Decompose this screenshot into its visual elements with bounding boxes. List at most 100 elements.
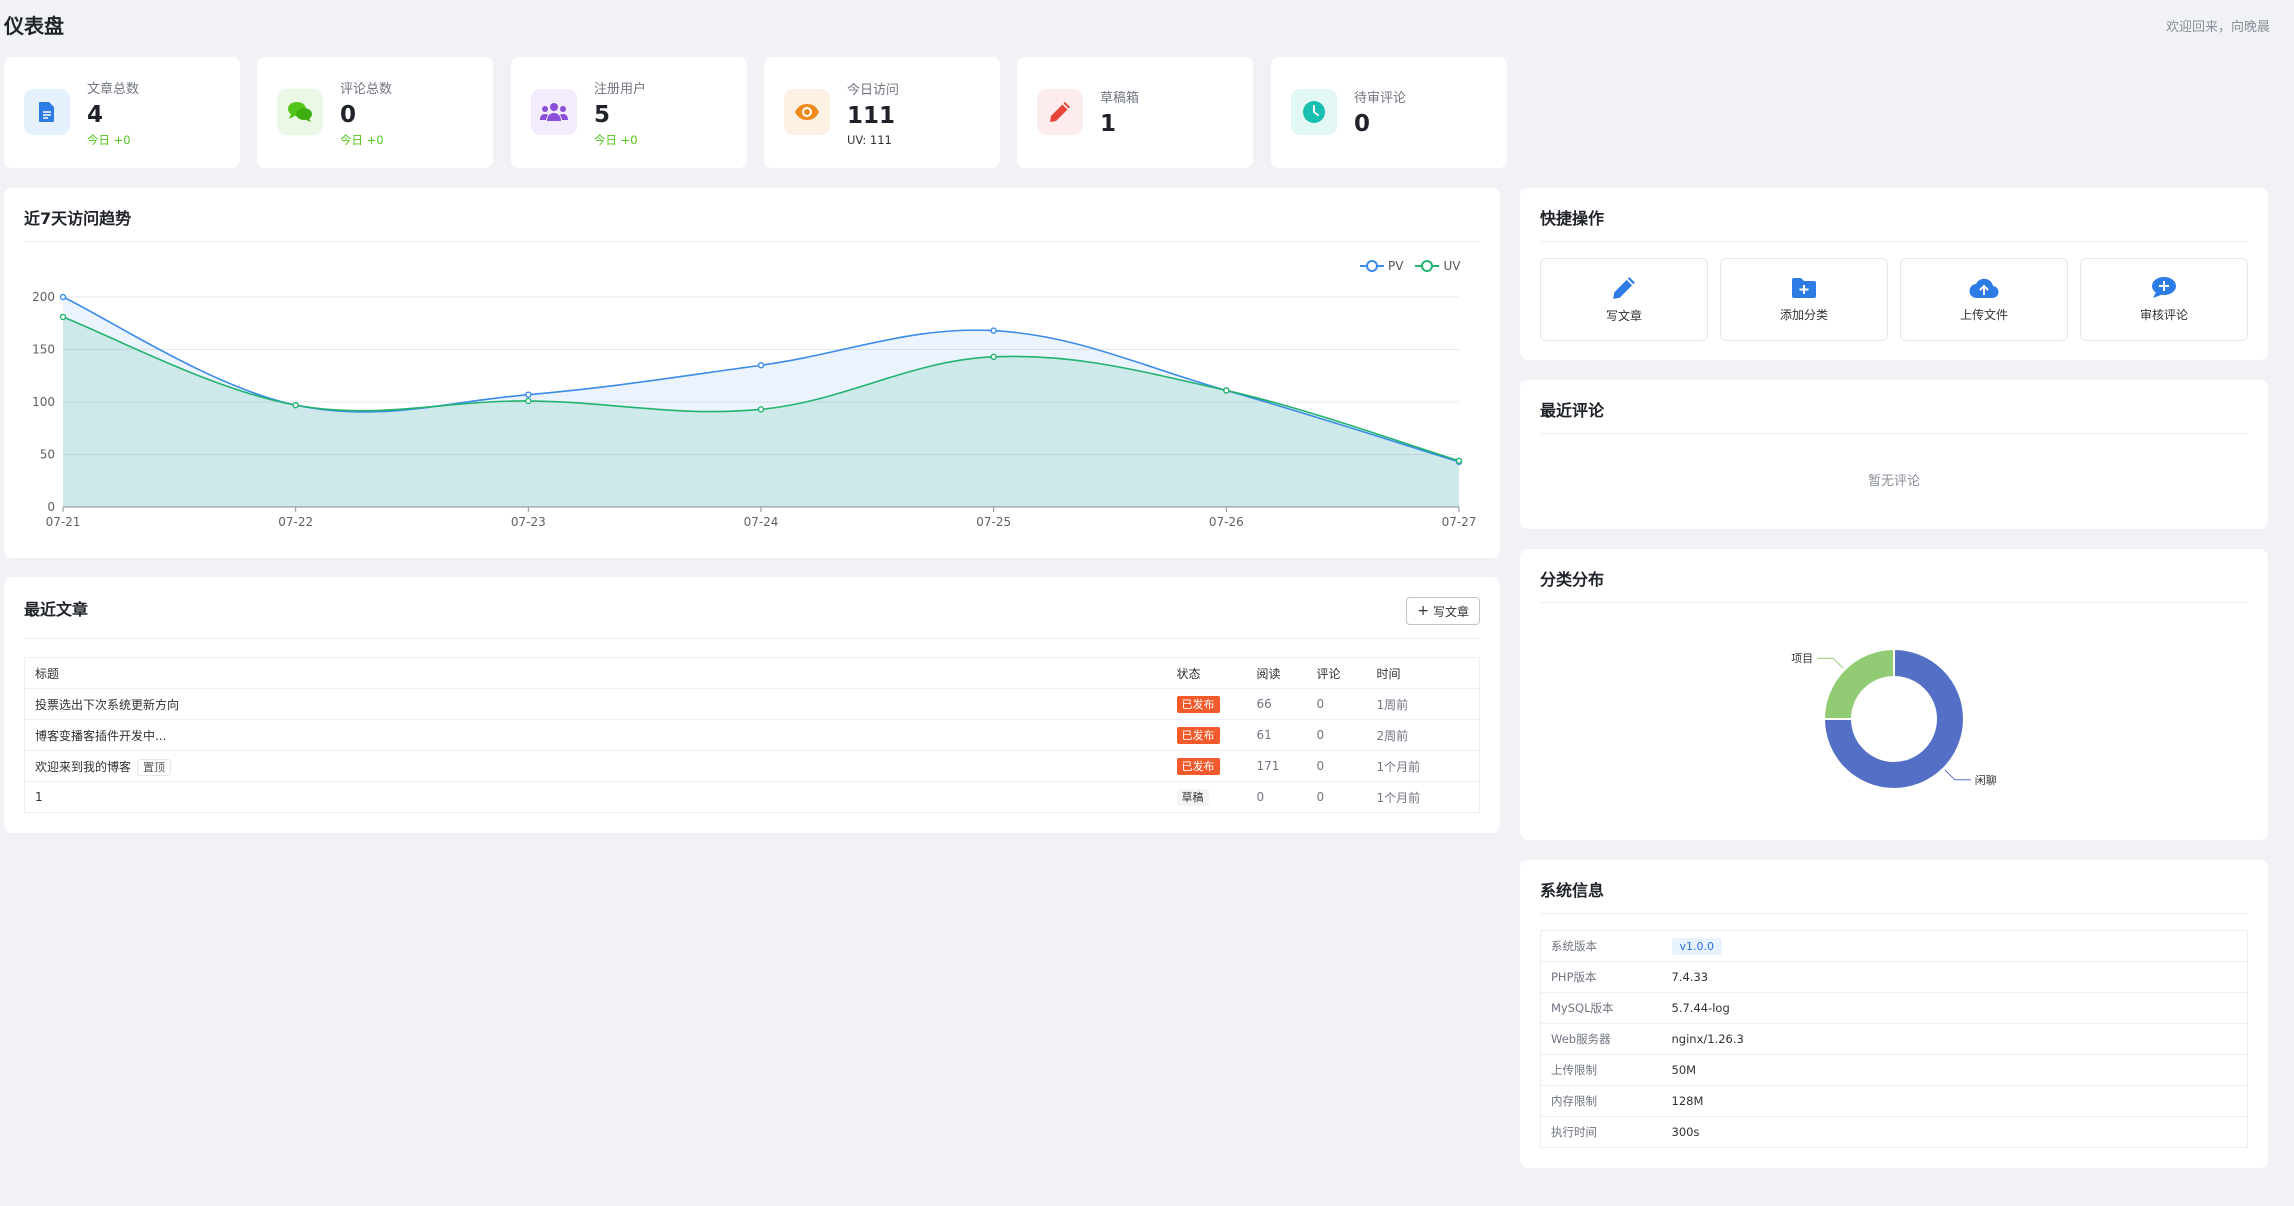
sys-row: 上传限制 50M [1540,1054,2248,1086]
data-point-pv[interactable] [990,327,997,334]
sys-row: 系统版本 v1.0.0 [1540,930,2248,962]
clock-icon [1291,89,1337,135]
write-article-button[interactable]: + 写文章 [1406,597,1480,625]
y-tick-label: 150 [32,343,55,357]
stat-sub: 今日 +0 [340,132,384,147]
x-tick-label: 07-26 [1209,515,1244,529]
series-area-pv [63,297,1459,507]
stat-card-pending-comments[interactable]: 待审评论 0 [1271,57,1507,168]
quick-write-article-button[interactable]: 写文章 [1540,258,1708,341]
quick-add-category-label: 添加分类 [1779,308,1828,322]
status-badge: 已发布 [1176,696,1220,713]
article-time: 1个月前 [1366,781,1480,813]
legend-uv-symbol [1415,259,1440,273]
table-row[interactable]: 博客变播客插件开发中... 已发布 61 0 2周前 [24,719,1480,751]
data-point-uv[interactable] [525,397,532,405]
stat-card-users[interactable]: 注册用户 5 今日 +0 [511,57,747,168]
article-status: 已发布 [1166,750,1247,782]
quick-actions-card: 快捷操作 写文章 添加分类 上传文件 审核评论 [1520,188,2268,360]
table-row[interactable]: 投票选出下次系统更新方向 已发布 66 0 1周前 [24,688,1480,720]
data-point-uv[interactable] [1223,387,1230,394]
article-title[interactable]: 博客变播客插件开发中... [24,719,1167,751]
data-point-uv[interactable] [757,406,765,413]
system-info-title: 系统信息 [1540,860,2248,914]
data-point-pv[interactable] [525,391,532,398]
y-tick-label: 50 [40,448,55,462]
article-time: 1个月前 [1366,750,1480,782]
sys-value-cell: v1.0.0 [1671,930,2248,962]
sys-row: MySQL版本 5.7.44-log [1540,992,2248,1024]
slice-label: 闲聊 [1975,773,1997,787]
data-point-uv[interactable] [292,401,299,409]
page-title: 仪表盘 [4,14,64,38]
article-title[interactable]: 1 [24,781,1167,813]
article-comments: 0 [1306,781,1367,813]
status-badge: 已发布 [1176,758,1220,775]
sys-value: nginx/1.26.3 [1671,1023,2248,1055]
data-point-pv[interactable] [59,293,67,301]
article-status: 已发布 [1166,719,1247,751]
col-comments: 评论 [1306,657,1367,689]
chart-legend: PV UV [1360,259,1460,273]
article-status: 已发布 [1166,688,1247,720]
x-tick-label: 07-24 [744,515,779,529]
stat-card-drafts[interactable]: 草稿箱 1 [1017,57,1253,168]
x-tick-label: 07-23 [511,515,546,529]
legend-pv[interactable]: PV [1360,259,1403,273]
stat-sub: 今日 +0 [594,132,638,147]
sys-value: 50M [1671,1054,2248,1086]
sys-row: Web服务器 nginx/1.26.3 [1540,1023,2248,1055]
quick-upload-label: 上传文件 [1959,308,2008,322]
x-tick-label: 07-21 [46,515,81,529]
legend-uv-label: UV [1443,259,1461,273]
version-badge: v1.0.0 [1671,938,1722,955]
stat-value: 111 [847,102,896,129]
table-row[interactable]: 1 草稿 0 0 1个月前 [24,781,1480,813]
articles-table: 标题 状态 阅读 评论 时间 投票选出下次系统更新方向 已发布 66 0 1周前… [24,657,1480,813]
pencil-icon [1037,89,1083,135]
sys-key: 上传限制 [1540,1054,1672,1086]
col-title: 标题 [24,657,1167,689]
donut-slice[interactable] [1822,647,1965,790]
stat-card-articles[interactable]: 文章总数 4 今日 +0 [4,57,240,168]
data-point-uv[interactable] [59,313,67,321]
data-point-uv[interactable] [1455,457,1463,464]
chat-bubbles-icon [277,89,323,135]
sys-key: MySQL版本 [1540,992,1672,1024]
sys-key: 内存限制 [1540,1085,1672,1117]
table-row[interactable]: 欢迎来到我的博客 置顶 已发布 171 0 1个月前 [24,750,1480,782]
stat-card-comments[interactable]: 评论总数 0 今日 +0 [257,57,493,168]
legend-uv[interactable]: UV [1415,259,1460,273]
slice-label: 项目 [1791,652,1813,665]
stat-label: 待审评论 [1354,91,1407,106]
article-title-cell[interactable]: 欢迎来到我的博客 置顶 [24,750,1167,782]
sys-value: 7.4.33 [1671,961,2248,993]
stat-label: 今日访问 [847,82,900,98]
quick-actions-title: 快捷操作 [1540,188,2248,242]
col-time: 时间 [1366,657,1480,689]
status-badge: 草稿 [1176,789,1209,806]
article-title[interactable]: 投票选出下次系统更新方向 [24,688,1167,720]
stat-sub: 今日 +0 [87,132,131,147]
trend-chart: 0 50 100 150 200 07-21 07-22 07-23 07-24 07-25 07-… [32,290,1476,529]
article-reads: 61 [1246,719,1307,751]
quick-add-category-button[interactable]: 添加分类 [1720,258,1888,341]
quick-upload-button[interactable]: 上传文件 [1900,258,2068,341]
y-tick-label: 0 [47,500,55,514]
stat-card-visits[interactable]: 今日访问 111 UV: 111 [764,57,1000,168]
data-point-pv[interactable] [757,362,765,369]
quick-review-comments-button[interactable]: 审核评论 [2080,258,2248,341]
x-tick-label: 07-25 [976,515,1011,529]
legend-pv-symbol [1360,259,1384,273]
recent-articles-card: 最近文章 + 写文章 标题 状态 阅读 评论 时间 投票选出下次系统更新方向 已… [4,577,1500,833]
x-tick-label: 07-22 [278,515,313,529]
recent-articles-title-text: 最近文章 [24,599,89,619]
eye-icon [784,89,830,135]
category-card: 分类分布 [1520,549,2268,840]
sys-value: 300s [1671,1116,2248,1148]
article-comments: 0 [1306,750,1367,782]
donut-slice[interactable] [1822,647,1895,720]
data-point-uv[interactable] [990,353,997,361]
sys-key: 系统版本 [1540,930,1672,962]
document-icon [24,89,70,135]
